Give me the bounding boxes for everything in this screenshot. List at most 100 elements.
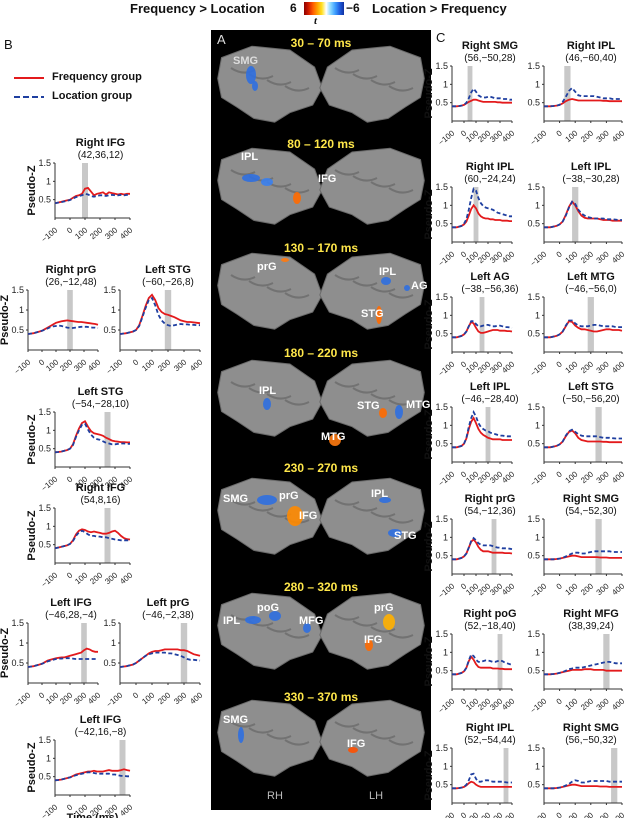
brain-label-ipl-2: IPL xyxy=(379,266,397,278)
series-frequency-line xyxy=(54,419,130,454)
brain-label-prg-1: prG xyxy=(257,261,277,273)
x-tick-label: 100 xyxy=(73,570,89,586)
brain-sulcus xyxy=(352,505,378,512)
brain-sulcus xyxy=(370,626,396,633)
time-window-highlight xyxy=(81,623,87,683)
chart-subtitle: (54,−52,30) xyxy=(565,506,616,517)
brain-activation-blob xyxy=(383,614,395,630)
series-location-line xyxy=(27,324,99,335)
x-tick-label: 100 xyxy=(563,696,579,712)
brain-sulcus xyxy=(352,73,378,80)
x-tick-label: 300 xyxy=(595,128,611,144)
y-tick-label: 1.5 xyxy=(527,61,540,71)
brain-activation-blob xyxy=(252,81,258,91)
brain-sulcus xyxy=(230,274,256,281)
x-tick-label: 0 xyxy=(459,249,469,259)
y-tick-label: 0.5 xyxy=(38,444,51,454)
y-axis-label: Pseudo-Z xyxy=(26,742,38,792)
y-tick-label: 0.5 xyxy=(435,98,448,108)
series-location-line xyxy=(452,772,512,790)
chart-title: Right IFG xyxy=(76,137,126,149)
x-tick-label: 100 xyxy=(563,249,579,265)
brain-sulcus xyxy=(370,181,396,188)
window-label-3: 130 – 170 ms xyxy=(283,241,359,255)
y-tick-label: 0.5 xyxy=(103,658,116,668)
x-tick-label: −100 xyxy=(529,249,549,268)
brain-sulcus xyxy=(266,626,292,633)
x-tick-label: 300 xyxy=(488,810,504,818)
series-frequency-line xyxy=(54,768,131,782)
chart-title: Right IPL xyxy=(466,722,515,734)
x-tick-label: 400 xyxy=(500,249,516,265)
x-tick-label: 300 xyxy=(595,810,611,818)
brain-left-hemisphere xyxy=(319,45,425,123)
brain-label-ipl-5: IPL xyxy=(223,615,241,627)
x-tick-label: −100 xyxy=(437,469,457,488)
chart-title: Left MTG xyxy=(567,271,615,283)
x-tick-label: 400 xyxy=(610,249,626,265)
brain-sulcus xyxy=(370,286,396,293)
brain-sulcus xyxy=(266,393,292,400)
chart-subtitle: (−46,−2,38) xyxy=(142,610,194,621)
series-frequency-line xyxy=(452,416,512,449)
brain-label-smg-3: SMG xyxy=(223,714,249,726)
x-tick-label: 400 xyxy=(118,570,134,586)
x-tick-label: 400 xyxy=(86,690,102,706)
brain-activation-blob xyxy=(303,623,311,633)
x-tick-label: 400 xyxy=(610,581,626,597)
y-tick-label: 1.5 xyxy=(435,182,448,192)
y-tick-label: 1.5 xyxy=(527,743,540,753)
series-location-line xyxy=(119,651,201,668)
x-tick-label: 400 xyxy=(610,696,626,712)
x-tick-label: 200 xyxy=(579,810,595,818)
y-tick-label: 1.5 xyxy=(38,407,51,417)
brain-label-stg-2: STG xyxy=(357,400,380,412)
chart-title: Right IPL xyxy=(466,161,515,173)
time-window-highlight xyxy=(587,297,594,352)
series-frequency-line xyxy=(544,783,622,790)
y-tick-label: 1 xyxy=(46,176,51,186)
y-tick-label: 1.5 xyxy=(38,735,51,745)
series-frequency-line xyxy=(54,528,131,550)
x-tick-label: −100 xyxy=(437,810,457,818)
brain-label-prg-3: prG xyxy=(374,602,394,614)
brain-sulcus xyxy=(388,739,414,746)
x-tick-label: 0 xyxy=(555,128,565,138)
x-tick-label: 0 xyxy=(555,249,565,259)
y-tick-label: 0.5 xyxy=(11,658,24,668)
time-window-highlight xyxy=(82,163,88,218)
brain-label-ipl-3: IPL xyxy=(259,385,277,397)
brain-activation-blob xyxy=(242,174,260,182)
y-tick-label: 1.5 xyxy=(435,743,448,753)
brain-sulcus xyxy=(230,721,256,728)
y-tick-label: 1.5 xyxy=(435,402,448,412)
y-tick-label: 1 xyxy=(535,420,540,430)
x-tick-label: 0 xyxy=(65,225,75,235)
brain-activation-blob xyxy=(245,616,261,624)
y-tick-label: 1 xyxy=(46,425,51,435)
y-tick-label: 0.5 xyxy=(527,551,540,561)
x-tick-label: 200 xyxy=(579,696,595,712)
chart-subtitle: (−60,−26,8) xyxy=(142,277,194,288)
y-tick-label: 1 xyxy=(443,79,448,89)
brain-activation-blob xyxy=(379,408,387,418)
chart-subtitle: (−50,−56,20) xyxy=(562,394,619,405)
x-tick-label: −100 xyxy=(529,469,549,488)
y-tick-label: 1.5 xyxy=(103,618,116,628)
brain-activation-blob xyxy=(379,497,391,503)
y-axis-label: Pseudo-Z xyxy=(0,628,11,678)
brain-sulcus xyxy=(230,499,256,506)
y-tick-label: 1 xyxy=(535,532,540,542)
series-location-line xyxy=(544,319,622,339)
chart-title: Left STG xyxy=(78,386,124,398)
time-window-highlight xyxy=(503,748,509,803)
x-tick-label: 400 xyxy=(188,690,204,706)
x-tick-label: 200 xyxy=(88,570,104,586)
x-tick-label: 400 xyxy=(610,810,626,818)
brain-sulcus xyxy=(388,85,414,92)
chart-subtitle: (60,−24,24) xyxy=(464,174,515,185)
x-tick-label: 0 xyxy=(459,581,469,591)
chart-title: Left IPL xyxy=(470,381,511,393)
